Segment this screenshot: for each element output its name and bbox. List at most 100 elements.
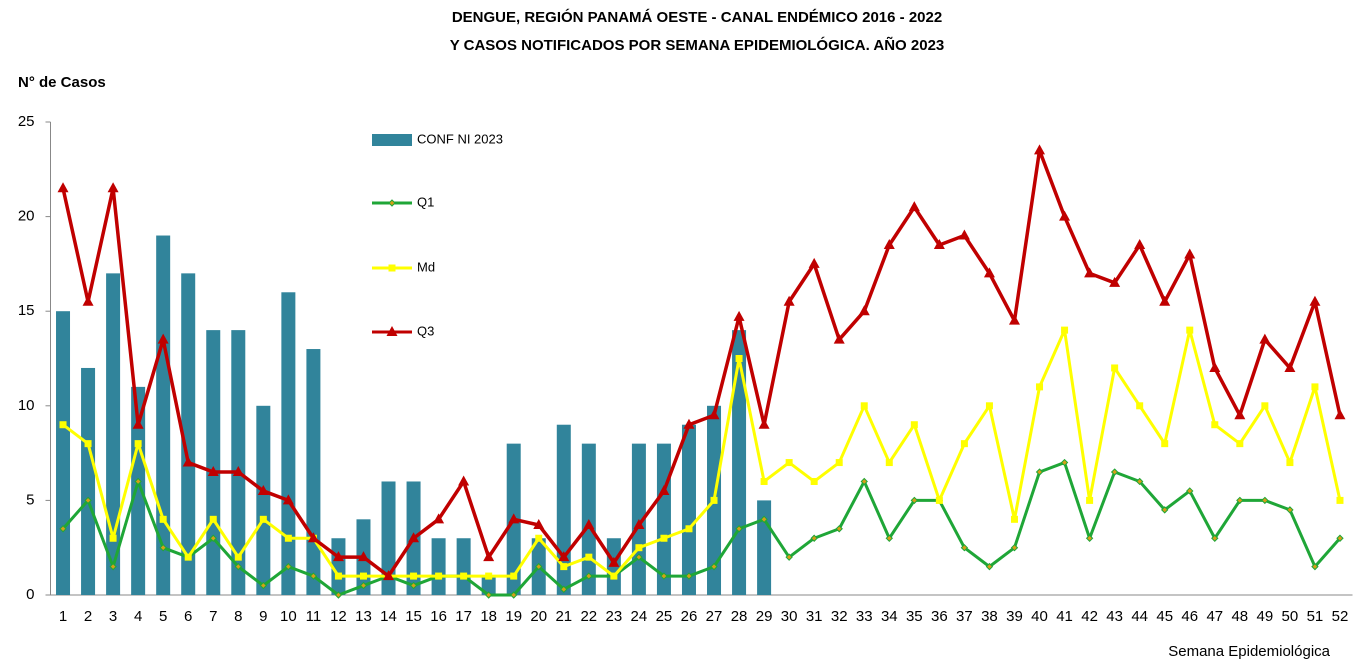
marker xyxy=(635,544,643,552)
marker xyxy=(410,572,418,580)
marker xyxy=(808,257,820,268)
x-tick-label: 2 xyxy=(84,608,92,625)
bar xyxy=(732,330,747,595)
marker xyxy=(257,484,269,495)
x-tick-label: 14 xyxy=(380,608,397,625)
x-tick-label: 38 xyxy=(981,608,998,625)
marker xyxy=(334,572,342,580)
marker xyxy=(910,421,918,429)
marker xyxy=(182,456,194,467)
marker xyxy=(858,305,870,316)
x-tick-label: 27 xyxy=(706,608,723,625)
x-tick-label: 3 xyxy=(109,608,117,625)
marker xyxy=(383,570,395,581)
marker xyxy=(207,466,219,477)
marker xyxy=(82,295,94,306)
marker xyxy=(332,551,344,562)
marker xyxy=(783,295,795,306)
marker xyxy=(910,496,919,505)
x-tick-label: 45 xyxy=(1156,608,1173,625)
marker xyxy=(159,515,167,523)
marker xyxy=(458,475,470,486)
line xyxy=(62,328,1342,578)
line xyxy=(61,148,1342,578)
marker xyxy=(1211,421,1219,429)
marker xyxy=(284,534,292,542)
marker xyxy=(1086,496,1094,504)
bar xyxy=(481,576,496,595)
y-tick-label: 10 xyxy=(18,397,35,414)
marker xyxy=(483,551,495,562)
marker xyxy=(683,418,695,429)
y-tick-label: 15 xyxy=(18,302,35,319)
marker xyxy=(535,534,543,542)
x-tick-label: 47 xyxy=(1206,608,1223,625)
marker xyxy=(983,267,995,278)
x-tick-label: 40 xyxy=(1031,608,1048,625)
marker xyxy=(388,264,396,272)
line xyxy=(61,461,1342,597)
marker xyxy=(958,229,970,240)
marker xyxy=(785,553,793,561)
marker xyxy=(760,515,768,524)
marker xyxy=(1336,534,1344,542)
x-tick-label: 1 xyxy=(59,608,67,625)
marker xyxy=(234,562,242,571)
marker xyxy=(386,326,398,336)
marker xyxy=(635,553,643,561)
marker xyxy=(157,333,169,344)
marker xyxy=(484,591,493,599)
bar xyxy=(181,273,196,595)
bar xyxy=(156,235,171,595)
marker xyxy=(1209,361,1221,372)
marker xyxy=(109,534,117,542)
marker xyxy=(109,562,117,571)
marker xyxy=(735,355,743,362)
marker xyxy=(760,477,768,485)
marker xyxy=(685,525,693,533)
marker xyxy=(1184,248,1196,259)
marker xyxy=(533,518,545,529)
bar xyxy=(281,292,296,595)
marker xyxy=(660,572,668,580)
marker xyxy=(810,534,818,542)
x-tick-label: 6 xyxy=(184,608,192,625)
marker xyxy=(710,496,718,504)
marker xyxy=(259,581,268,590)
marker xyxy=(134,440,142,448)
marker xyxy=(107,182,119,193)
marker xyxy=(510,591,518,599)
marker xyxy=(1110,468,1119,476)
x-axis-label: Semana Epidemiológica xyxy=(1168,643,1330,660)
x-tick-label: 51 xyxy=(1307,608,1324,625)
bar xyxy=(81,367,96,595)
bar xyxy=(381,481,396,595)
marker xyxy=(284,562,293,571)
marker xyxy=(1034,144,1046,155)
marker xyxy=(660,534,668,542)
legend-label: CONF NI 2023 xyxy=(417,131,503,146)
x-tick-label: 15 xyxy=(405,608,422,625)
marker xyxy=(835,459,843,467)
marker xyxy=(1085,534,1094,542)
marker xyxy=(985,562,994,571)
marker xyxy=(585,553,593,561)
marker xyxy=(388,199,396,207)
marker xyxy=(585,572,593,580)
marker xyxy=(1010,515,1018,523)
marker xyxy=(334,591,343,599)
x-tick-label: 43 xyxy=(1106,608,1123,625)
marker xyxy=(735,525,743,533)
marker xyxy=(132,418,144,429)
x-tick-label: 7 xyxy=(209,608,217,625)
marker xyxy=(259,515,267,523)
marker xyxy=(810,477,818,485)
marker xyxy=(59,525,67,533)
marker xyxy=(359,581,368,590)
marker xyxy=(835,525,843,533)
marker xyxy=(583,518,595,529)
marker xyxy=(307,532,319,543)
marker xyxy=(282,494,294,505)
marker xyxy=(885,534,893,542)
marker xyxy=(960,543,969,552)
